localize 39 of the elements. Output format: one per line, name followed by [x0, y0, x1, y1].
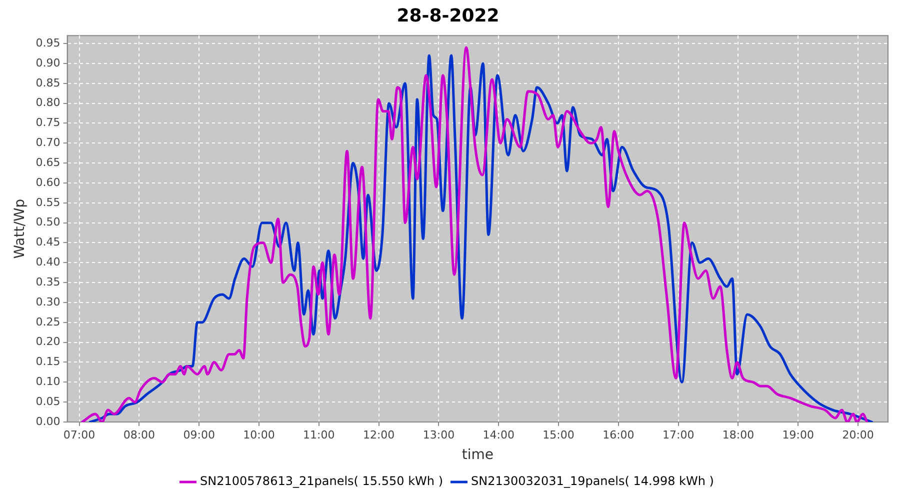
- y-tick-label: 0.55: [36, 196, 60, 209]
- y-tick-label: 0.75: [36, 116, 60, 130]
- y-tick-label: 0.35: [36, 275, 60, 288]
- y-tick-label: 0.70: [36, 136, 60, 150]
- y-tick-label: 0.65: [36, 156, 60, 169]
- x-axis-title: time: [462, 447, 494, 464]
- x-tick-label: 15:00: [542, 428, 574, 442]
- x-tick-label: 20:00: [842, 428, 874, 442]
- x-tick-label: 19:00: [782, 428, 814, 442]
- y-tick-label: 0.80: [36, 96, 60, 110]
- x-tick-label: 09:00: [183, 428, 215, 442]
- x-tick-label: 14:00: [482, 428, 514, 442]
- y-tick-label: 0.85: [36, 76, 60, 90]
- y-tick-label: 0.90: [36, 56, 60, 70]
- x-tick-label: 07:00: [63, 428, 96, 442]
- chart-title: 28-8-2022: [396, 5, 500, 26]
- x-tick-label: 13:00: [422, 428, 455, 442]
- y-tick-label: 0.00: [36, 414, 60, 428]
- y-tick-label: 0.25: [36, 315, 60, 328]
- y-tick-label: 0.60: [36, 176, 60, 189]
- x-tick-label: 12:00: [362, 428, 395, 442]
- x-tick-label: 16:00: [602, 428, 634, 442]
- y-tick-label: 0.40: [36, 256, 60, 269]
- x-tick-label: 18:00: [722, 428, 754, 442]
- y-tick-label: 0.95: [36, 36, 60, 50]
- y-tick-label: 0.30: [36, 295, 60, 308]
- legend-label: SN2100578613_21panels( 15.550 kWh ): [200, 474, 444, 488]
- y-axis-title: Watt/Wp: [12, 198, 28, 259]
- x-tick-label: 10:00: [243, 428, 275, 442]
- y-tick-label: 0.05: [36, 394, 60, 408]
- y-tick-label: 0.10: [36, 375, 60, 388]
- x-tick-label: 08:00: [123, 428, 156, 442]
- y-tick-label: 0.45: [36, 236, 60, 249]
- y-tick-label: 0.15: [36, 355, 60, 368]
- x-tick-label: 17:00: [662, 428, 694, 442]
- legend-label: SN2130032031_19panels( 14.998 kWh ): [471, 474, 714, 488]
- y-tick-label: 0.20: [36, 335, 60, 348]
- y-tick-label: 0.50: [36, 216, 60, 229]
- x-tick-label: 11:00: [303, 428, 335, 442]
